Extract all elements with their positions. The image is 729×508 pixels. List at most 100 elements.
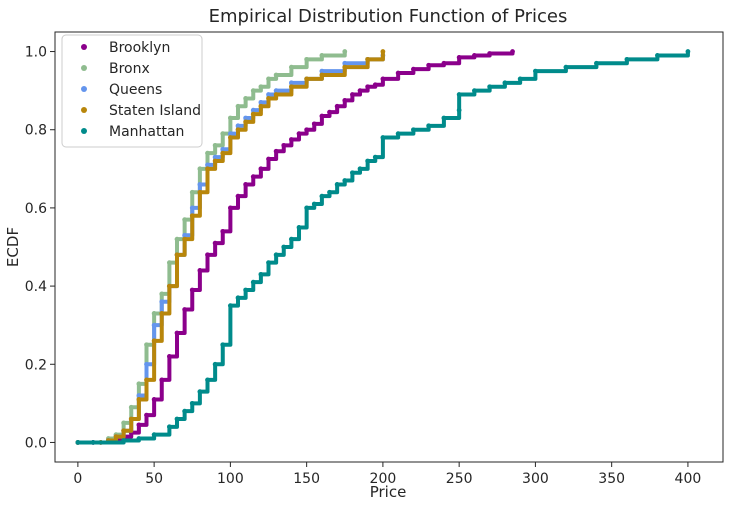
data-point [250,279,256,285]
data-point [220,150,226,156]
data-point [243,96,249,101]
data-point [273,252,279,258]
data-point [319,68,325,74]
data-point [311,201,317,207]
legend-marker [81,44,87,50]
data-point [121,438,127,443]
series-line [77,51,385,445]
data-point [288,236,294,242]
data-point [136,381,142,387]
data-point [136,436,142,441]
data-point [243,115,249,121]
data-point [487,51,493,56]
data-point [334,182,340,187]
x-tick-label: 250 [446,471,473,487]
data-point [319,72,325,78]
legend-marker [81,86,87,92]
data-point [235,295,241,301]
data-point [205,150,210,156]
data-point [189,189,195,195]
data-point [319,193,325,199]
data-point [212,154,218,160]
y-tick-label: 1.0 [25,45,47,61]
x-tick-label: 100 [217,471,244,487]
data-point [166,424,172,430]
data-point [212,158,218,164]
x-tick-label: 300 [522,471,549,487]
data-point [250,88,256,94]
data-point [258,271,264,277]
data-point [395,70,401,76]
data-point [372,154,378,160]
data-point [357,88,363,94]
y-tick-label: 0.0 [25,435,47,451]
data-point [151,432,157,438]
x-axis-title: Price [370,483,407,501]
data-point [151,397,157,402]
data-point [220,228,226,234]
data-point [456,107,462,113]
data-point [456,55,462,60]
data-point [273,92,279,97]
data-point [128,404,134,410]
data-point [220,146,226,152]
legend: Brooklyn Bronx Queens Staten Island Manhatta… [61,34,203,148]
data-point [319,113,325,119]
data-point [197,182,203,187]
data-point [273,72,279,78]
data-point [243,182,249,187]
data-point [197,166,203,172]
y-tick-label: 0.4 [25,279,47,295]
data-point [342,64,348,70]
legend-marker [81,65,87,71]
data-point [250,107,256,113]
data-point [281,244,287,250]
data-point [288,80,294,86]
data-point [372,82,378,88]
data-point [235,123,241,129]
data-point [349,170,355,176]
series-bronx [75,49,348,445]
data-point [411,66,416,72]
x-tick-label: 50 [145,471,163,487]
data-point [174,330,180,336]
data-point [304,205,310,211]
legend-box [61,34,203,148]
data-point [258,103,264,109]
data-point [205,166,210,172]
data-point [197,189,203,195]
x-axis-ticks: 0 50 100 150 200 250 300 350 400 [73,462,701,487]
data-point [380,135,386,140]
data-point [235,127,241,133]
data-point [144,342,149,348]
legend-marker [81,128,87,134]
data-point [357,166,363,172]
y-tick-label: 0.8 [25,123,47,139]
data-point [243,287,249,293]
data-point [380,76,386,82]
chart-title: Empirical Distribution Function of Price… [209,6,568,27]
data-point [189,213,195,219]
data-point [250,111,256,117]
data-point [502,80,508,86]
data-point [685,49,691,54]
data-marks [75,49,691,445]
data-point [174,252,180,258]
data-point [212,240,218,246]
data-point [342,60,348,66]
data-point [205,162,210,168]
data-point [227,303,233,309]
data-point [227,115,233,121]
legend-label: Bronx [109,61,150,77]
x-tick-label: 400 [675,471,702,487]
data-point [189,287,195,293]
data-point [380,49,386,54]
data-point [144,377,149,383]
data-point [266,92,271,97]
data-point [212,361,218,367]
data-point [220,131,226,137]
data-point [288,84,294,90]
data-point [266,96,271,101]
data-point [159,299,165,305]
